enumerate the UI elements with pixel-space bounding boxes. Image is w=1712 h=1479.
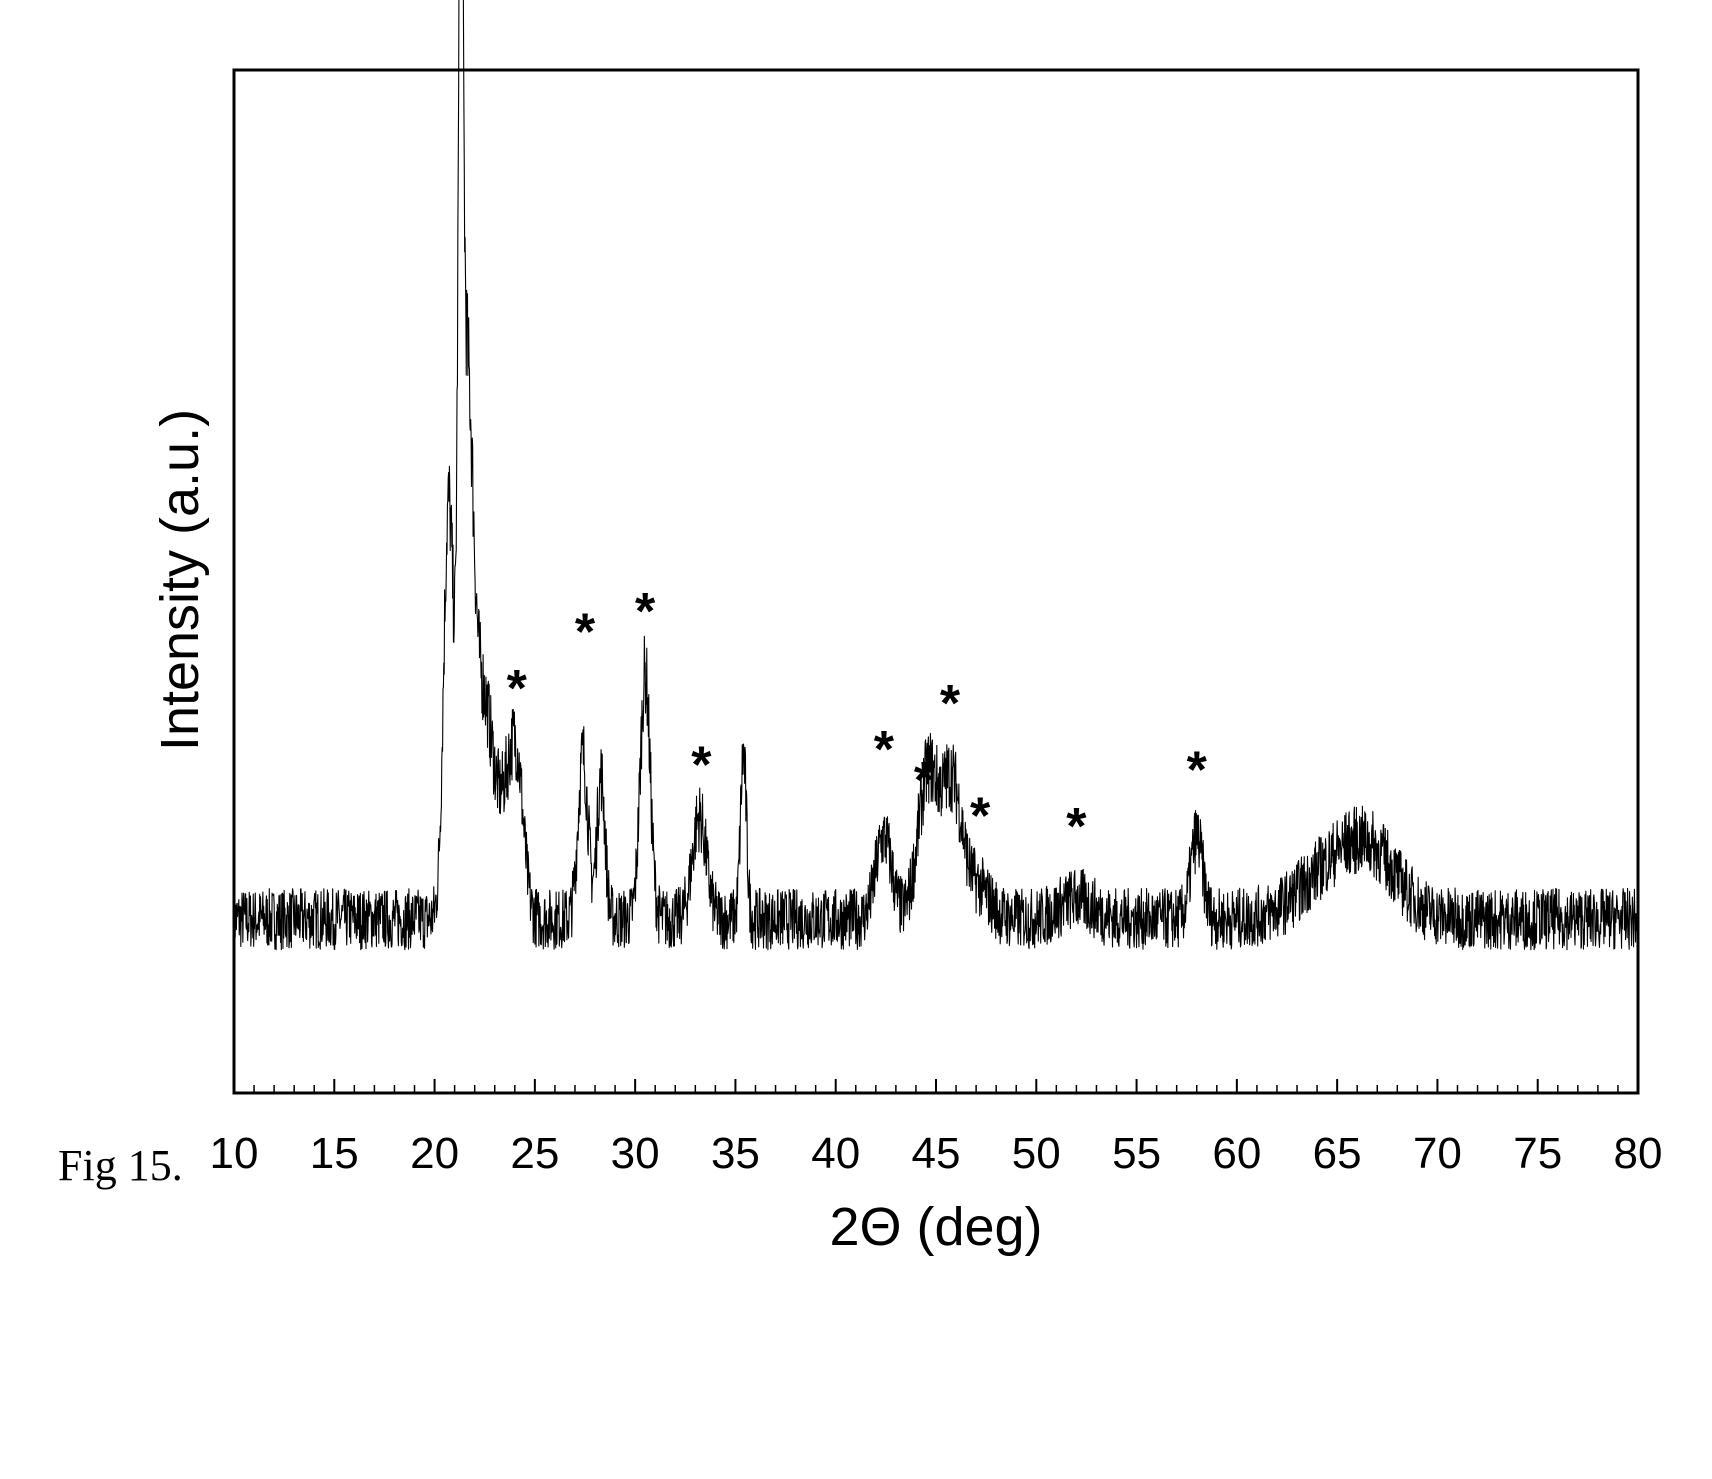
y-axis-label: Intensity (a.u.) (150, 409, 210, 751)
x-tick-label: 65 (1313, 1129, 1362, 1178)
x-tick-label: 40 (811, 1129, 860, 1178)
x-tick-label: 25 (510, 1129, 559, 1178)
peak-asterisk: * (1066, 798, 1087, 856)
x-tick-label: 55 (1112, 1129, 1161, 1178)
peak-asterisk: * (970, 788, 991, 846)
peak-asterisk: * (940, 675, 961, 733)
peak-asterisk: * (1187, 742, 1208, 800)
peak-asterisk: * (507, 660, 528, 718)
peak-asterisk: * (691, 737, 712, 795)
xrd-series-line (234, 0, 1638, 950)
x-tick-label: 75 (1513, 1129, 1562, 1178)
x-tick-label: 30 (611, 1129, 660, 1178)
x-tick-label: 60 (1212, 1129, 1261, 1178)
x-tick-label: 20 (410, 1129, 459, 1178)
x-tick-label: 45 (912, 1129, 961, 1178)
x-axis-label: 2Θ (deg) (829, 1197, 1042, 1257)
peak-markers: ********** (507, 583, 1208, 856)
x-axis-tick-labels: 10 15 20 25 30 35 40 45 50 55 60 65 70 75 80 (210, 1129, 1663, 1178)
x-tick-label: 50 (1012, 1129, 1061, 1178)
plot-frame (234, 70, 1638, 1093)
peak-asterisk: * (635, 583, 656, 641)
x-tick-label: 35 (711, 1129, 760, 1178)
peak-asterisk: * (575, 604, 596, 662)
x-tick-label: 70 (1413, 1129, 1462, 1178)
x-tick-label: 15 (310, 1129, 359, 1178)
figure-caption: Fig 15. (58, 1140, 183, 1191)
peak-asterisk: * (914, 752, 935, 810)
x-tick-label: 10 (210, 1129, 259, 1178)
x-axis-ticks (234, 1079, 1638, 1093)
peak-asterisk: * (874, 721, 895, 779)
x-tick-label: 80 (1614, 1129, 1663, 1178)
